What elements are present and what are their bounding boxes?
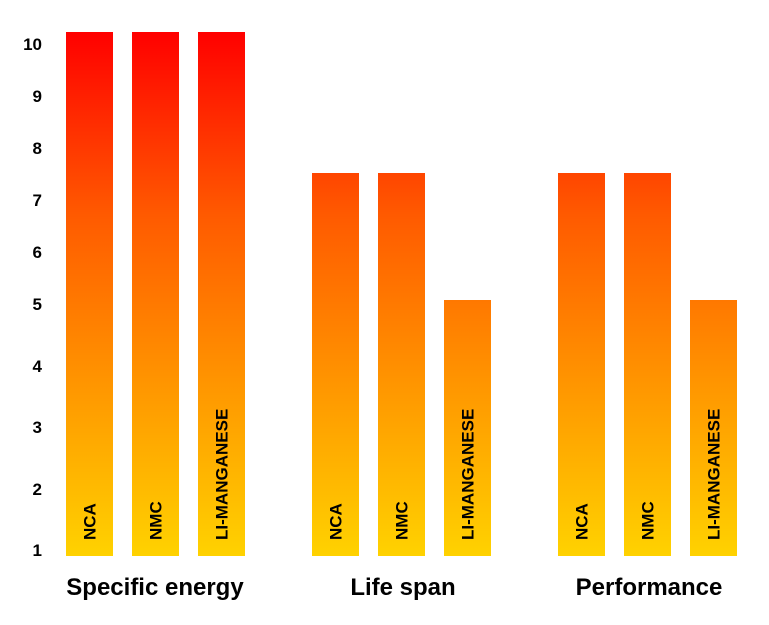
bar-nmc <box>132 32 179 556</box>
group-label: Performance <box>576 574 723 601</box>
bar-nmc <box>378 173 425 556</box>
y-tick-label: 1 <box>33 541 42 560</box>
bar-label: LI-MANGANESE <box>705 409 724 540</box>
bars: NCA NMC LI-MANGANESE NCA NMC LI-MANGANESE NCA N… <box>66 32 737 556</box>
bar-label: NMC <box>393 501 412 540</box>
bar-label: NCA <box>573 503 592 540</box>
bar-li-manganese <box>444 300 491 556</box>
y-axis: 1 2 3 4 5 6 7 8 9 10 <box>23 35 42 560</box>
bar-label: LI-MANGANESE <box>459 409 478 540</box>
y-tick-label: 10 <box>23 35 42 54</box>
bar-label: LI-MANGANESE <box>213 409 232 540</box>
y-tick-label: 9 <box>33 87 42 106</box>
y-tick-label: 7 <box>33 191 42 210</box>
y-tick-label: 4 <box>33 357 43 376</box>
bar-label: NMC <box>639 501 658 540</box>
group-label: Life span <box>350 574 455 601</box>
bar-label: NCA <box>327 503 346 540</box>
y-tick-label: 3 <box>33 418 42 437</box>
y-tick-label: 6 <box>33 243 42 262</box>
bar-nca <box>312 173 359 556</box>
group-labels: Specific energy Life span Performance <box>66 574 722 601</box>
y-tick-label: 2 <box>33 480 42 499</box>
group-label: Specific energy <box>66 574 244 601</box>
bar-nca <box>558 173 605 556</box>
bar-nmc <box>624 173 671 556</box>
bar-label: NCA <box>81 503 100 540</box>
bar-nca <box>66 32 113 556</box>
y-tick-label: 8 <box>33 139 42 158</box>
bar-li-manganese <box>690 300 737 556</box>
bar-li-manganese <box>198 32 245 556</box>
bar-label: NMC <box>147 501 166 540</box>
y-tick-label: 5 <box>33 295 42 314</box>
